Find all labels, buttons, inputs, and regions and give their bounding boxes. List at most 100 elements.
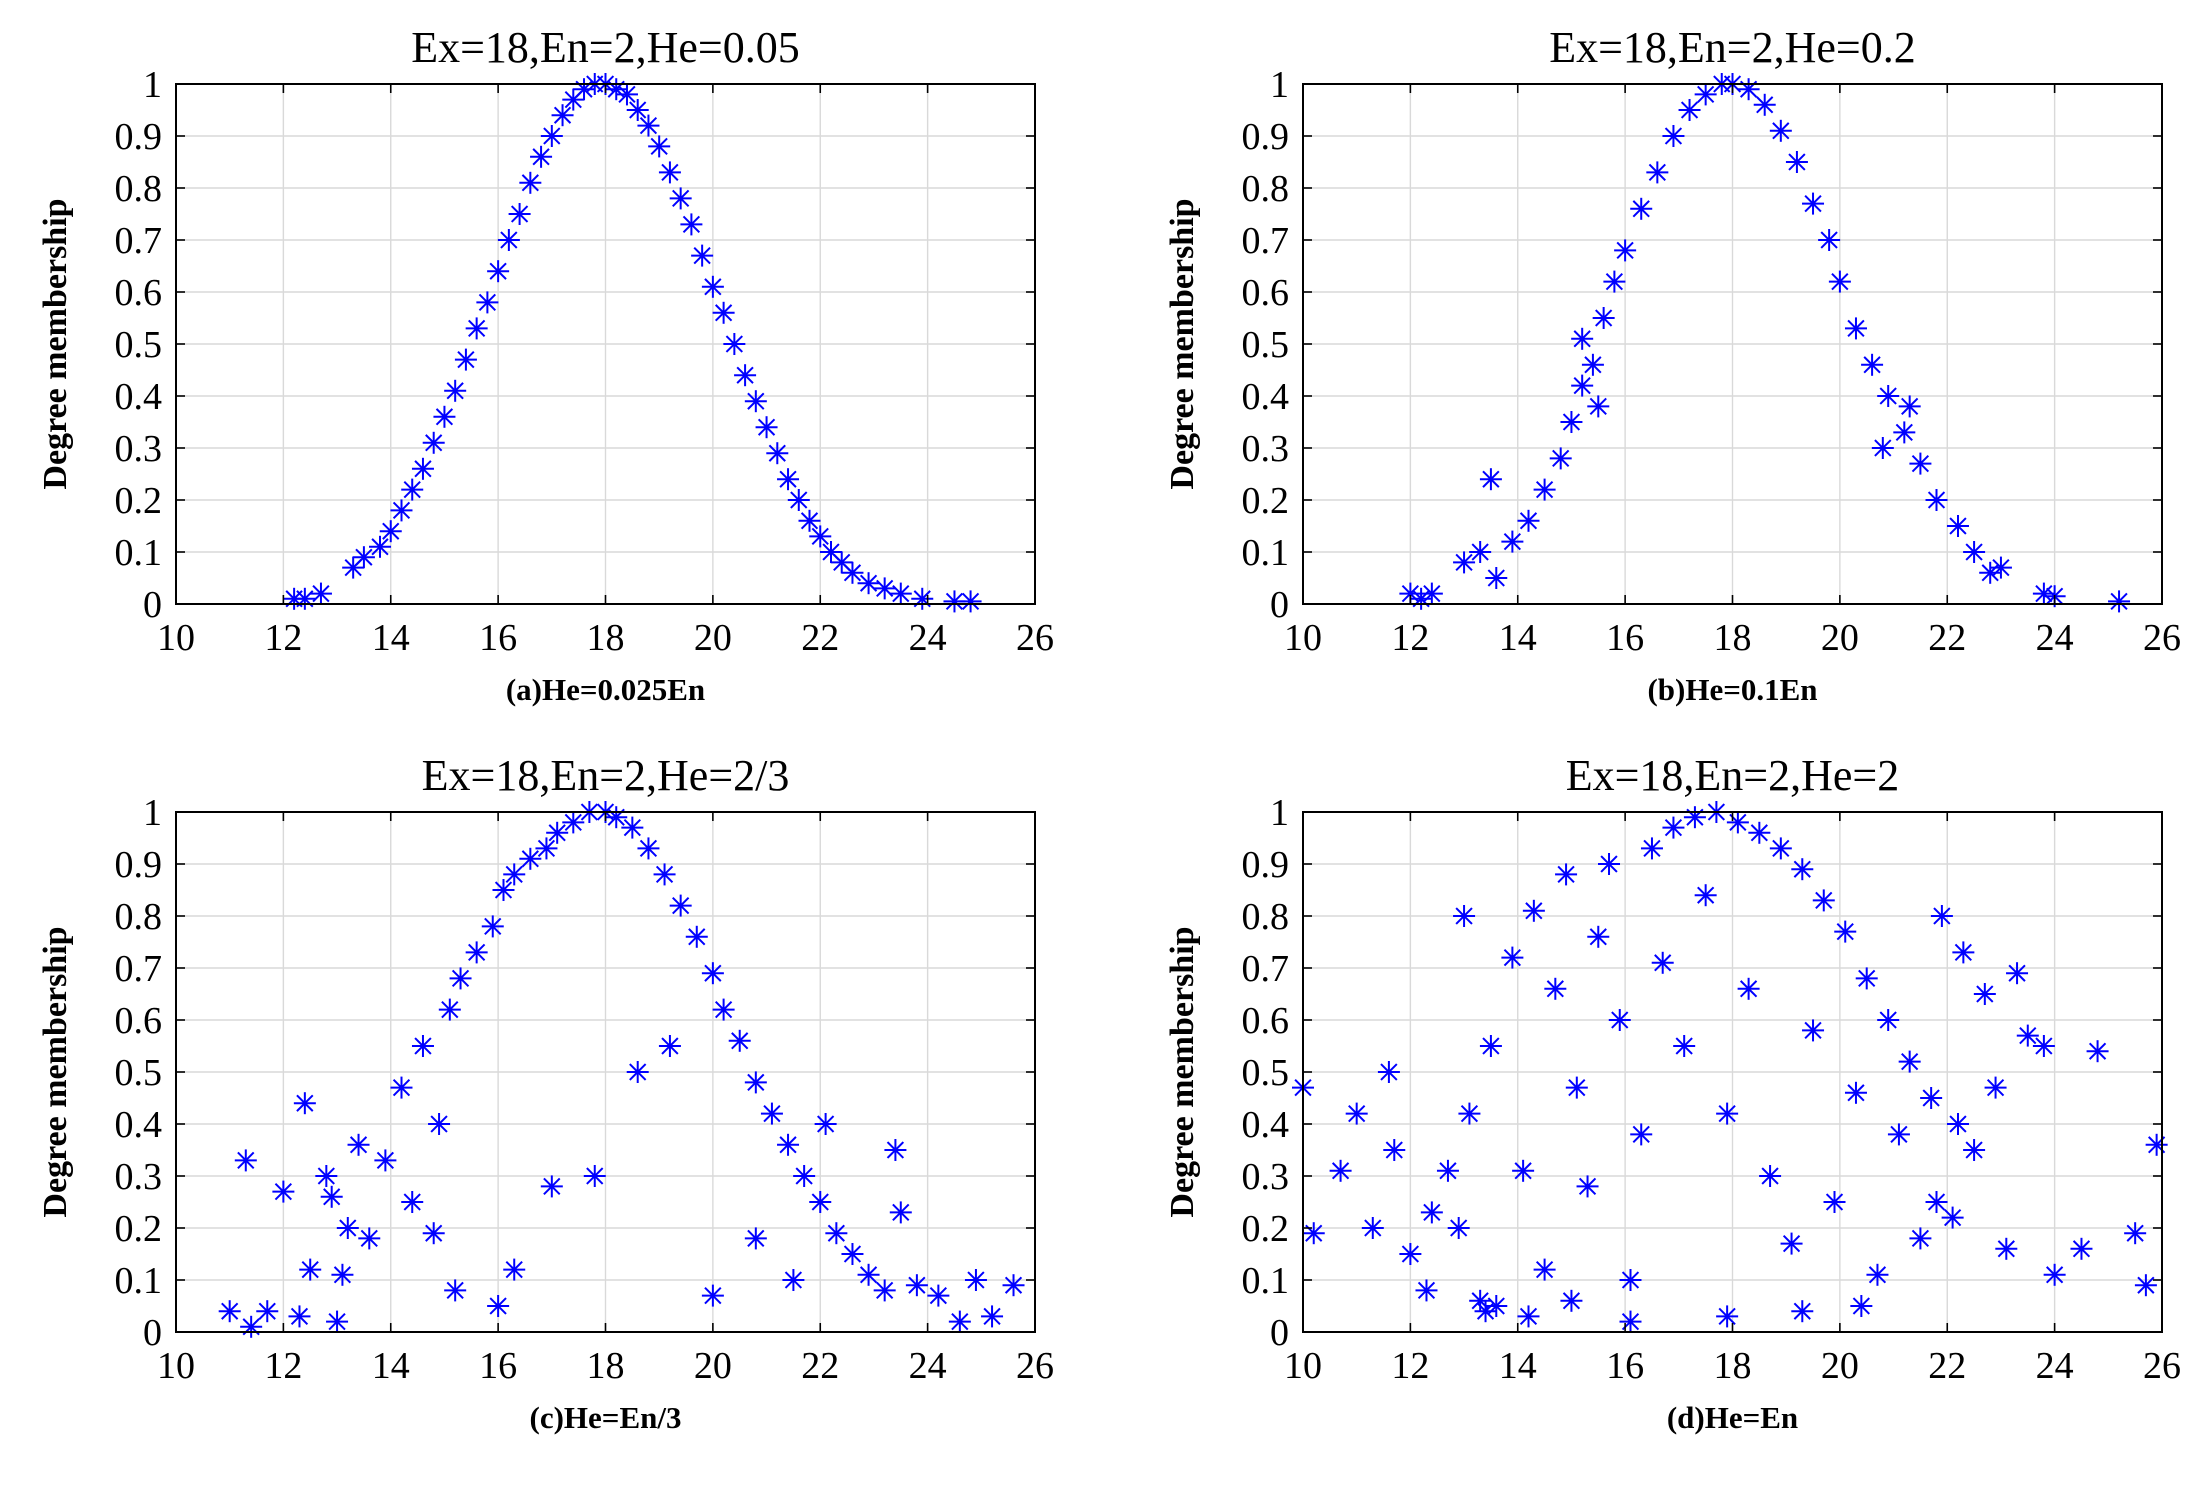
x-tick-label: 18 — [1714, 617, 1752, 659]
data-point — [562, 811, 585, 834]
data-point — [438, 998, 461, 1021]
data-point — [1963, 1139, 1986, 1161]
chart-title: Ex=18,En=2,He=0.05 — [411, 23, 800, 72]
y-tick-label: 0.3 — [115, 428, 163, 470]
y-tick-label: 0.2 — [115, 480, 163, 522]
data-point — [1802, 192, 1825, 215]
data-point — [390, 499, 413, 522]
grid — [1302, 83, 2163, 605]
x-tick-label: 18 — [1714, 1345, 1752, 1387]
chart-title: Ex=18,En=2,He=2/3 — [422, 751, 790, 800]
data-point — [546, 821, 569, 844]
data-point — [1893, 421, 1916, 444]
data-point — [2145, 1133, 2168, 1156]
data-point — [492, 879, 515, 901]
data-point — [218, 1300, 241, 1323]
data-point — [411, 1035, 434, 1057]
data-point — [540, 125, 563, 147]
data-point — [1436, 1159, 1459, 1182]
data-point — [1866, 1263, 1889, 1286]
y-tick-label: 0.2 — [1242, 1208, 1290, 1250]
data-point — [712, 301, 735, 324]
data-point — [637, 837, 660, 860]
data-point — [658, 161, 681, 184]
data-point — [857, 1263, 880, 1286]
data-point — [1479, 1035, 1502, 1057]
data-point — [336, 1217, 359, 1239]
data-point — [1598, 853, 1621, 875]
data-point — [685, 925, 708, 948]
data-point — [293, 587, 316, 610]
subplot-caption: (b)He=0.1En — [1647, 672, 1817, 707]
x-tick-label: 16 — [479, 1345, 517, 1387]
x-tick-label: 12 — [1391, 1345, 1429, 1387]
data-point — [1399, 1243, 1422, 1265]
x-tick-label: 14 — [1499, 617, 1537, 659]
data-point — [1844, 1081, 1867, 1104]
data-point — [648, 135, 671, 158]
data-point — [653, 863, 676, 886]
data-point — [1941, 1206, 1964, 1229]
x-tick-label: 20 — [1821, 617, 1859, 659]
y-tick-label: 0 — [143, 584, 162, 626]
data-point — [1694, 83, 1717, 106]
data-point — [1662, 816, 1685, 839]
x-tick-label: 10 — [157, 617, 195, 659]
data-point — [540, 1175, 563, 1198]
data-point — [1501, 530, 1524, 553]
x-tick-label: 26 — [1016, 1345, 1054, 1387]
data-point — [1345, 1102, 1368, 1125]
data-point — [1920, 1087, 1943, 1109]
data-point — [1898, 1050, 1921, 1073]
data-point — [621, 816, 644, 839]
data-point — [1479, 468, 1502, 491]
data-point — [1458, 1102, 1481, 1125]
x-tick-label: 22 — [1928, 1345, 1966, 1387]
y-tick-label: 0.1 — [115, 1260, 163, 1302]
data-point — [1785, 151, 1808, 173]
data-point — [1377, 1061, 1400, 1083]
data-point — [1587, 925, 1610, 948]
data-point — [2086, 1040, 2109, 1063]
data-point — [1608, 1009, 1631, 1031]
data-point — [1898, 395, 1921, 418]
data-point — [535, 837, 558, 860]
y-tick-label: 0.4 — [1242, 1104, 1290, 1146]
y-tick-label: 0.3 — [115, 1156, 163, 1198]
data-point — [626, 1061, 649, 1083]
y-tick-label: 0.6 — [115, 272, 163, 314]
data-point — [1791, 1300, 1814, 1323]
data-point — [658, 1035, 681, 1057]
subplot-c: 10 12 14 16 18 20 22 24 26 0 0.1 0.2 0.3 0.4 0.5 0.6 0.7… — [37, 751, 1054, 1435]
data-point — [1549, 447, 1572, 470]
data-point — [369, 535, 392, 558]
y-tick-label: 1 — [1270, 792, 1289, 834]
grid — [175, 811, 1036, 1333]
y-tick-label: 0.9 — [115, 844, 163, 886]
data-point — [1716, 1305, 1739, 1328]
data-point — [465, 317, 488, 340]
data-point — [1619, 1310, 1642, 1333]
data-point — [1716, 1102, 1739, 1125]
data-point — [959, 590, 982, 613]
data-point — [465, 941, 488, 964]
data-point — [1925, 489, 1948, 511]
data-points — [283, 73, 982, 613]
data-point — [315, 1165, 338, 1187]
data-point — [1560, 1289, 1583, 1312]
data-point — [519, 171, 542, 194]
y-tick-label: 0.9 — [115, 116, 163, 158]
data-point — [2108, 590, 2131, 613]
data-point — [1329, 1159, 1352, 1182]
y-axis-label: Degree membership — [37, 926, 74, 1217]
data-point — [1533, 478, 1556, 501]
data-point — [1522, 899, 1545, 922]
data-point — [701, 962, 724, 985]
data-point — [809, 525, 832, 548]
x-tick-label: 24 — [2036, 617, 2074, 659]
data-point — [1909, 452, 1932, 475]
x-tick-label: 16 — [1606, 1345, 1644, 1387]
data-points — [1399, 73, 2131, 613]
data-point — [1925, 1191, 1948, 1213]
x-tick-label: 22 — [801, 1345, 839, 1387]
